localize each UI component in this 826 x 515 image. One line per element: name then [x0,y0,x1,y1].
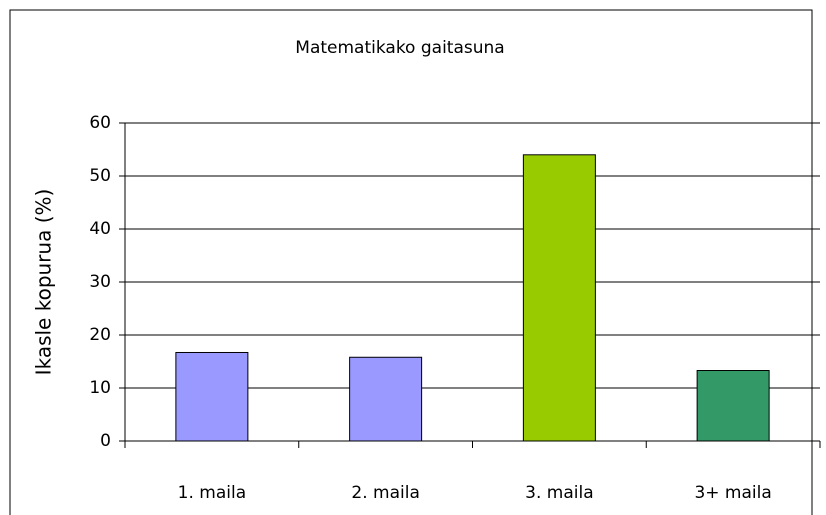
y-tick-label: 0 [100,431,111,451]
y-tick-label: 40 [89,219,111,239]
x-tick-label: 3. maila [525,483,593,503]
bar [175,351,249,442]
x-tick-label: 2. maila [351,483,419,503]
y-tick-label: 10 [89,378,111,398]
bar [349,356,423,442]
chart-title: Matematikako gaitasuna [295,38,504,58]
x-tick-label: 1. maila [178,483,246,503]
y-tick-label: 60 [89,113,111,133]
y-tick-label: 30 [89,272,111,292]
x-tick-label: 3+ maila [694,483,771,503]
y-tick-label: 50 [89,166,111,186]
bar [696,370,770,442]
y-axis-label: Ikasle kopurua (%) [32,189,56,376]
y-tick-label: 20 [89,325,111,345]
bar [522,154,596,442]
